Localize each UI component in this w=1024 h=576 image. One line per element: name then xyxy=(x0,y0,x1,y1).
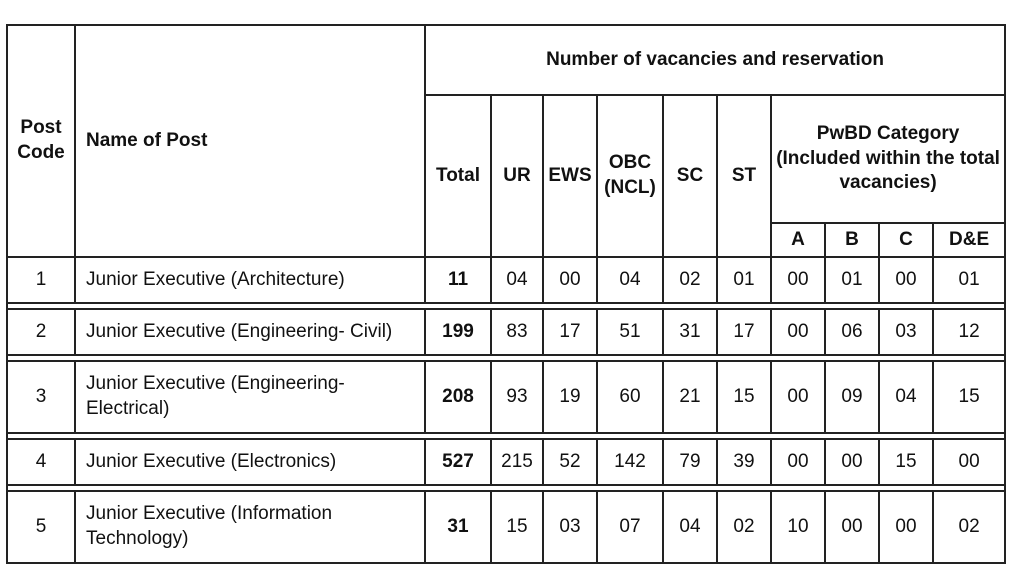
pwbd-c-cell: 04 xyxy=(880,362,934,434)
pwbd-a-cell: 00 xyxy=(772,310,826,356)
ur-cell: 04 xyxy=(492,258,544,304)
row-divider xyxy=(8,434,1007,440)
ur-cell: 215 xyxy=(492,440,544,486)
sc-cell: 31 xyxy=(664,310,718,356)
pwbd-header: PwBD Category (Included within the total… xyxy=(772,96,1007,224)
row-divider xyxy=(8,356,1007,362)
total-cell: 11 xyxy=(426,258,492,304)
post-code-cell: 2 xyxy=(8,310,76,356)
ur-cell: 83 xyxy=(492,310,544,356)
pwbd-b-cell: 00 xyxy=(826,492,880,564)
ur-cell: 93 xyxy=(492,362,544,434)
obc-cell: 142 xyxy=(598,440,664,486)
pwbd-a-cell: 00 xyxy=(772,258,826,304)
table-row: 2 Junior Executive (Engineering- Civil) … xyxy=(8,310,1007,356)
post-name-cell: Junior Executive (Architecture) xyxy=(76,258,426,304)
total-header: Total xyxy=(426,96,492,258)
pwbd-b-cell: 06 xyxy=(826,310,880,356)
row-divider xyxy=(8,486,1007,492)
obc-header: OBC (NCL) xyxy=(598,96,664,258)
total-cell: 527 xyxy=(426,440,492,486)
ews-cell: 19 xyxy=(544,362,598,434)
sc-cell: 04 xyxy=(664,492,718,564)
st-cell: 01 xyxy=(718,258,772,304)
ur-header: UR xyxy=(492,96,544,258)
post-code-cell: 3 xyxy=(8,362,76,434)
obc-cell: 04 xyxy=(598,258,664,304)
pwbd-de-cell: 01 xyxy=(934,258,1007,304)
pwbd-c-header: C xyxy=(880,224,934,258)
pwbd-de-cell: 02 xyxy=(934,492,1007,564)
ews-cell: 03 xyxy=(544,492,598,564)
pwbd-de-cell: 15 xyxy=(934,362,1007,434)
vacancies-group-header: Number of vacancies and reservation xyxy=(426,26,1007,96)
pwbd-c-cell: 00 xyxy=(880,258,934,304)
st-cell: 39 xyxy=(718,440,772,486)
sc-cell: 21 xyxy=(664,362,718,434)
pwbd-de-header: D&E xyxy=(934,224,1007,258)
sc-header: SC xyxy=(664,96,718,258)
table-row: 1 Junior Executive (Architecture) 11 04 … xyxy=(8,258,1007,304)
post-code-cell: 1 xyxy=(8,258,76,304)
total-cell: 31 xyxy=(426,492,492,564)
pwbd-a-header: A xyxy=(772,224,826,258)
total-cell: 199 xyxy=(426,310,492,356)
post-name-cell: Junior Executive (Engineering- Civil) xyxy=(76,310,426,356)
total-cell: 208 xyxy=(426,362,492,434)
pwbd-c-cell: 03 xyxy=(880,310,934,356)
table-row: 3 Junior Executive (Engineering- Electri… xyxy=(8,362,1007,434)
table-row: 5 Junior Executive (Information Technolo… xyxy=(8,492,1007,564)
post-code-cell: 5 xyxy=(8,492,76,564)
ews-header: EWS xyxy=(544,96,598,258)
pwbd-b-header: B xyxy=(826,224,880,258)
pwbd-de-cell: 12 xyxy=(934,310,1007,356)
vacancy-table: Post Code Name of Post Number of vacanci… xyxy=(6,24,1007,564)
name-of-post-header: Name of Post xyxy=(76,26,426,258)
post-name-cell: Junior Executive (Information Technology… xyxy=(76,492,426,564)
post-code-cell: 4 xyxy=(8,440,76,486)
st-header: ST xyxy=(718,96,772,258)
obc-cell: 51 xyxy=(598,310,664,356)
pwbd-b-cell: 09 xyxy=(826,362,880,434)
ews-cell: 00 xyxy=(544,258,598,304)
st-cell: 17 xyxy=(718,310,772,356)
pwbd-a-cell: 00 xyxy=(772,440,826,486)
pwbd-a-cell: 00 xyxy=(772,362,826,434)
obc-cell: 07 xyxy=(598,492,664,564)
pwbd-c-cell: 15 xyxy=(880,440,934,486)
ews-cell: 52 xyxy=(544,440,598,486)
pwbd-b-cell: 00 xyxy=(826,440,880,486)
post-name-cell: Junior Executive (Engineering- Electrica… xyxy=(76,362,426,434)
post-code-header: Post Code xyxy=(8,26,76,258)
st-cell: 15 xyxy=(718,362,772,434)
pwbd-b-cell: 01 xyxy=(826,258,880,304)
sc-cell: 79 xyxy=(664,440,718,486)
ur-cell: 15 xyxy=(492,492,544,564)
post-name-cell: Junior Executive (Electronics) xyxy=(76,440,426,486)
row-divider xyxy=(8,304,1007,310)
st-cell: 02 xyxy=(718,492,772,564)
ews-cell: 17 xyxy=(544,310,598,356)
sc-cell: 02 xyxy=(664,258,718,304)
obc-cell: 60 xyxy=(598,362,664,434)
pwbd-c-cell: 00 xyxy=(880,492,934,564)
pwbd-a-cell: 10 xyxy=(772,492,826,564)
table-row: 4 Junior Executive (Electronics) 527 215… xyxy=(8,440,1007,486)
pwbd-de-cell: 00 xyxy=(934,440,1007,486)
